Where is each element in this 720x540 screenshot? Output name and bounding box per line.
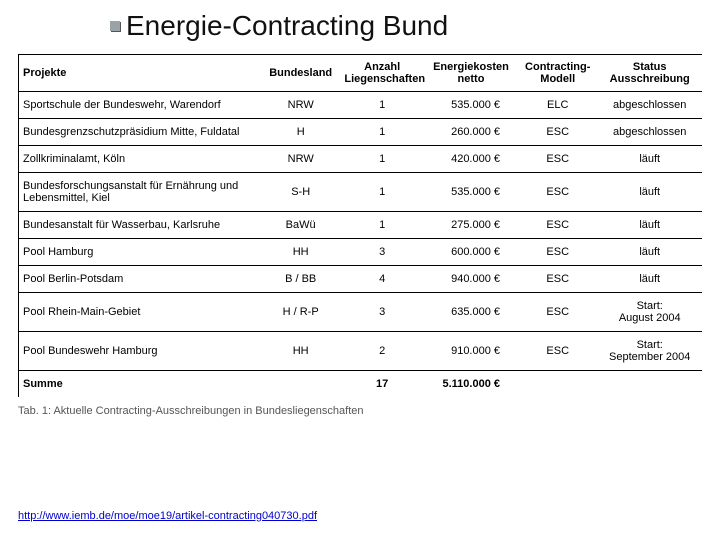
cell-kosten: 635.000 € (424, 293, 518, 332)
cell-projekt: Pool Rhein-Main-Gebiet (19, 293, 261, 332)
sum-kosten: 5.110.000 € (424, 371, 518, 398)
cell-modell: ESC (518, 266, 597, 293)
col-bundesland: Bundesland (261, 55, 340, 92)
col-modell: Contracting-Modell (518, 55, 597, 92)
table-row: Sportschule der Bundeswehr, WarendorfNRW… (19, 92, 703, 119)
cell-status: läuft (597, 173, 702, 212)
contracting-table: Projekte Bundesland AnzahlLiegenschaften… (18, 54, 702, 397)
table-caption: Tab. 1: Aktuelle Contracting-Ausschreibu… (18, 405, 702, 417)
cell-kosten: 600.000 € (424, 239, 518, 266)
cell-status: läuft (597, 212, 702, 239)
cell-projekt: Pool Berlin-Potsdam (19, 266, 261, 293)
cell-projekt: Bundesanstalt für Wasserbau, Karlsruhe (19, 212, 261, 239)
cell-anzahl: 3 (340, 239, 424, 266)
page-title: Energie-Contracting Bund (126, 10, 448, 42)
cell-anzahl: 3 (340, 293, 424, 332)
cell-anzahl: 1 (340, 92, 424, 119)
cell-modell: ESC (518, 239, 597, 266)
cell-modell: ESC (518, 332, 597, 371)
cell-anzahl: 2 (340, 332, 424, 371)
cell-anzahl: 4 (340, 266, 424, 293)
cell-projekt: Zollkriminalamt, Köln (19, 146, 261, 173)
cell-status: abgeschlossen (597, 119, 702, 146)
cell-anzahl: 1 (340, 146, 424, 173)
title-marker-icon (110, 21, 120, 31)
cell-projekt: Bundesgrenzschutzpräsidium Mitte, Fuldat… (19, 119, 261, 146)
cell-anzahl: 1 (340, 119, 424, 146)
cell-land: H (261, 119, 340, 146)
cell-land: NRW (261, 146, 340, 173)
title-row: Energie-Contracting Bund (18, 10, 702, 42)
cell-status: abgeschlossen (597, 92, 702, 119)
cell-kosten: 910.000 € (424, 332, 518, 371)
table-row: Pool HamburgHH3600.000 €ESCläuft (19, 239, 703, 266)
slide: Energie-Contracting Bund Projekte Bundes… (0, 0, 720, 540)
cell-land: NRW (261, 92, 340, 119)
cell-projekt: Pool Bundeswehr Hamburg (19, 332, 261, 371)
table-row: Bundesanstalt für Wasserbau, KarlsruheBa… (19, 212, 703, 239)
cell-modell: ESC (518, 119, 597, 146)
cell-land: B / BB (261, 266, 340, 293)
cell-anzahl: 1 (340, 173, 424, 212)
col-kosten: Energiekostennetto (424, 55, 518, 92)
cell-kosten: 940.000 € (424, 266, 518, 293)
table-row: Bundesforschungsanstalt für Ernährung un… (19, 173, 703, 212)
source-link[interactable]: http://www.iemb.de/moe/moe19/artikel-con… (18, 510, 317, 522)
cell-land: HH (261, 239, 340, 266)
col-projekte: Projekte (19, 55, 261, 92)
table-row: Pool Berlin-PotsdamB / BB4940.000 €ESClä… (19, 266, 703, 293)
col-anzahl: AnzahlLiegenschaften (340, 55, 424, 92)
cell-modell: ESC (518, 293, 597, 332)
cell-kosten: 260.000 € (424, 119, 518, 146)
table-body: Sportschule der Bundeswehr, WarendorfNRW… (19, 92, 703, 398)
table-row: Pool Rhein-Main-GebietH / R-P3635.000 €E… (19, 293, 703, 332)
cell-status: Start:September 2004 (597, 332, 702, 371)
col-status: StatusAusschreibung (597, 55, 702, 92)
cell-status: Start:August 2004 (597, 293, 702, 332)
cell-projekt: Bundesforschungsanstalt für Ernährung un… (19, 173, 261, 212)
table-header-row: Projekte Bundesland AnzahlLiegenschaften… (19, 55, 703, 92)
cell-status: läuft (597, 239, 702, 266)
cell-status: läuft (597, 266, 702, 293)
cell-anzahl: 1 (340, 212, 424, 239)
table-row: Pool Bundeswehr HamburgHH2910.000 €ESCSt… (19, 332, 703, 371)
cell-kosten: 420.000 € (424, 146, 518, 173)
cell-modell: ESC (518, 212, 597, 239)
table-row: Zollkriminalamt, KölnNRW1420.000 €ESCläu… (19, 146, 703, 173)
sum-label: Summe (19, 371, 261, 398)
cell-modell: ESC (518, 173, 597, 212)
cell-kosten: 535.000 € (424, 173, 518, 212)
cell-land: BaWü (261, 212, 340, 239)
cell-land: HH (261, 332, 340, 371)
table-sum-row: Summe 175.110.000 € (19, 371, 703, 398)
cell-modell: ELC (518, 92, 597, 119)
cell-kosten: 275.000 € (424, 212, 518, 239)
cell-kosten: 535.000 € (424, 92, 518, 119)
cell-projekt: Pool Hamburg (19, 239, 261, 266)
cell-modell: ESC (518, 146, 597, 173)
cell-projekt: Sportschule der Bundeswehr, Warendorf (19, 92, 261, 119)
table-row: Bundesgrenzschutzpräsidium Mitte, Fuldat… (19, 119, 703, 146)
cell-land: H / R-P (261, 293, 340, 332)
sum-anzahl: 17 (340, 371, 424, 398)
cell-status: läuft (597, 146, 702, 173)
cell-land: S-H (261, 173, 340, 212)
